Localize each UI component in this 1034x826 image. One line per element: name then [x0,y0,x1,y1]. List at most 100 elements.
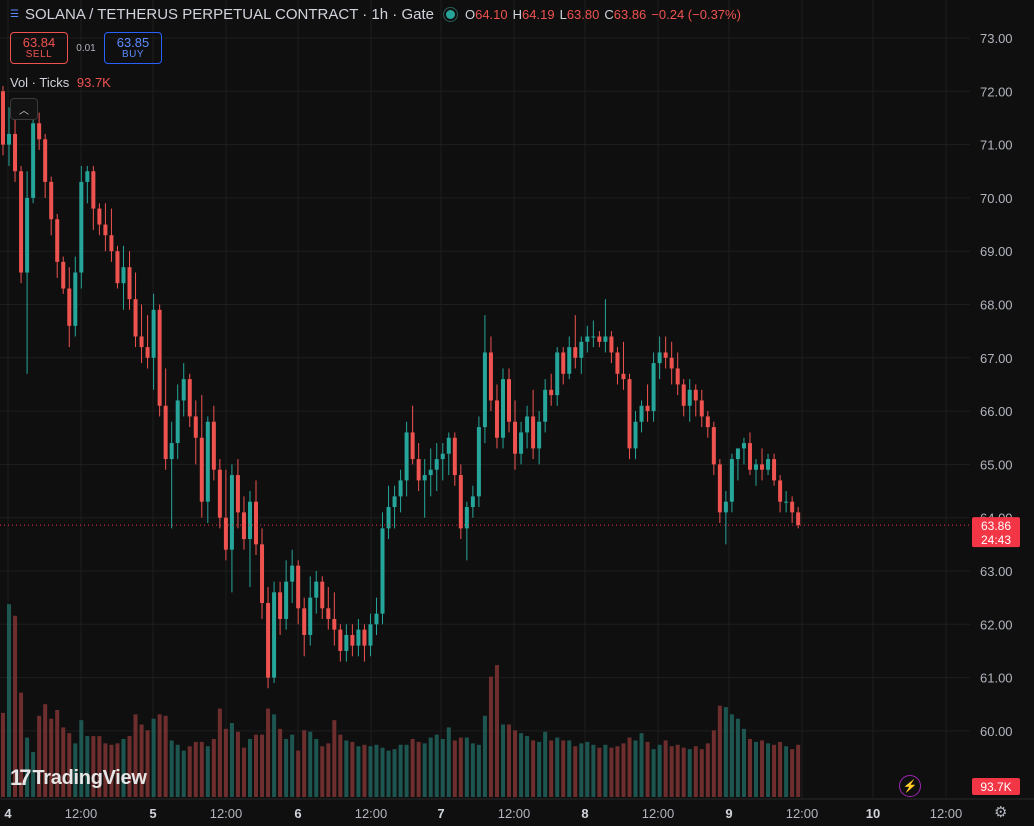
volume-bar [482,715,487,797]
volume-bar [754,741,758,797]
tradingview-logo-icon: 17 [10,765,32,790]
collapse-button[interactable]: ︿ [10,98,38,120]
candle-body [663,352,668,358]
price-axis-label: 70.00 [980,191,1013,206]
candle-body [314,581,319,598]
candle-body [392,496,397,508]
volume-bar [494,665,499,797]
candle-body [121,267,126,284]
candle-body [609,336,614,353]
volume-bar [302,730,307,797]
candle-body [13,133,18,172]
volume-bar [416,741,421,797]
candle-body [645,405,650,412]
candle-body [561,352,566,374]
candle-body [187,379,192,417]
candle-body [549,389,554,396]
candle-body [266,602,271,678]
volume-bar [49,718,54,797]
volume-bar [585,741,590,797]
candle-body [639,405,644,422]
candle-body [555,352,560,396]
candle-body [103,224,108,236]
symbol-title[interactable]: SOLANA / TETHERUS PERPETUAL CONTRACT · 1… [24,6,434,23]
candle-body [784,501,789,503]
volume-bar [320,746,325,797]
candle-body [591,336,596,338]
volume-bar [615,746,620,797]
volume-bar [296,750,301,797]
candle-body [458,475,463,529]
candle-body [705,416,710,428]
volume-bar [633,740,638,797]
volume-bar [513,730,518,797]
sell-button[interactable]: 63.84 SELL [10,32,68,64]
candle-body [416,459,421,481]
candle-body [205,421,210,502]
candle-body [217,469,222,518]
candle-body [464,507,469,529]
candle-body [687,389,692,406]
candle-body [272,592,277,678]
volume-bar [199,741,204,797]
tradingview-logo[interactable]: 17 TradingView [10,765,147,791]
volume-bar [404,744,409,797]
volume-legend-label: Vol · Ticks [10,75,70,90]
volume-bar [723,707,728,797]
candle-body [669,357,674,369]
volume-legend[interactable]: Vol · Ticks 93.7K [10,75,111,90]
volume-bar [73,743,78,797]
candle-body [488,352,493,401]
volume-bar [368,746,373,797]
volume-bar [651,749,656,797]
volume-bar [79,720,84,797]
volume-bar [241,747,246,797]
volume-bar [446,727,451,797]
candle-body [543,389,548,422]
volume-bar [211,739,216,797]
candle-body [452,437,457,476]
volume-bar [470,743,475,797]
lightning-icon[interactable]: ⚡ [899,775,921,797]
volume-bar [597,747,602,797]
symbol-legend: ☰ SOLANA / TETHERUS PERPETUAL CONTRACT ·… [10,6,746,23]
buy-button[interactable]: 63.85 BUY [104,32,162,64]
candle-body [404,432,409,481]
price-axis-label: 67.00 [980,351,1013,366]
candle-body [241,512,246,540]
volume-bar [127,736,132,797]
volume-bar [681,747,686,797]
menu-lines-icon[interactable]: ☰ [10,9,19,20]
volume-bar [531,740,536,797]
candle-body [199,437,204,502]
settings-gear-icon[interactable]: ⚙ [994,804,1008,821]
volume-bar [645,741,650,797]
candle-body [796,512,801,526]
volume-bar [627,737,632,797]
candle-body [723,501,728,513]
volume-bar [790,749,795,797]
candle-body [73,272,78,326]
volume-bar [61,727,66,797]
candle-body [766,459,771,470]
volume-bar [37,715,42,797]
time-axis-label: 12:00 [355,806,388,821]
volume-bar [217,708,222,797]
candle-body [741,443,746,449]
candle-body [193,416,198,438]
volume-bar [31,752,36,797]
trade-buttons: 63.84 SELL 0.01 63.85 BUY [10,32,162,64]
time-axis-label: 12:00 [642,806,675,821]
volume-bar [434,734,439,797]
price-axis-label: 72.00 [980,84,1013,99]
volume-bar [579,743,584,797]
volume-bar [205,746,210,797]
time-axis-label: 6 [294,806,301,821]
candle-body [25,197,30,273]
sell-label: SELL [25,48,53,60]
volume-bar [103,743,108,797]
volume-bar [332,720,337,797]
candle-body [386,507,391,529]
price-axis-label: 66.00 [980,404,1013,419]
